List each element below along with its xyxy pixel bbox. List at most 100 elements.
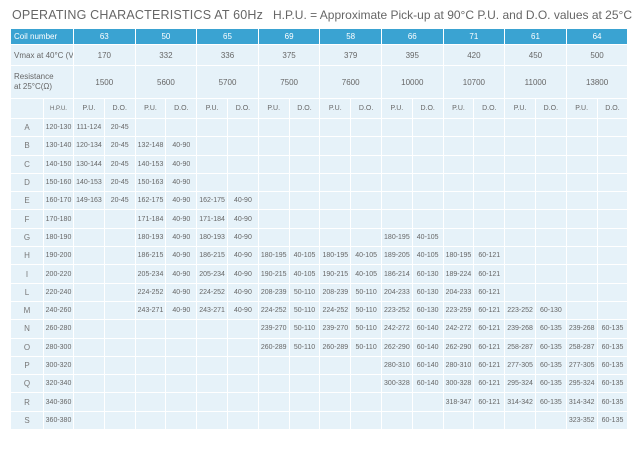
pu-cell: 239-270 — [319, 319, 352, 339]
pu-cell — [565, 246, 598, 266]
do-cell: 40-90 — [227, 227, 259, 248]
do-cell: 50-110 — [288, 300, 321, 321]
pu-cell: 314-342 — [504, 392, 536, 412]
do-cell: 60-130 — [411, 300, 444, 321]
resistance-cell: 10700 — [442, 65, 506, 99]
do-cell: 60-121 — [473, 300, 506, 321]
pu-cell — [73, 374, 105, 394]
coil-number-cell: 71 — [442, 28, 506, 45]
table-row: H 190-200 186-215 40-90 186-215 40-90 180-195 4… — [10, 246, 629, 266]
do-cell: 60-121 — [473, 374, 506, 394]
row-label: B — [10, 136, 44, 156]
pu-cell: 190-215 — [319, 264, 352, 284]
table-row: Q 320-340 300-328 60-140 300-328 60-121 295-32… — [10, 374, 629, 394]
do-cell — [534, 264, 567, 284]
row-label: S — [10, 410, 44, 431]
pu-cell: 180-195 — [442, 246, 475, 266]
table-row: R 340-360 318-347 60-121 314-342 60-135 314-34… — [10, 392, 629, 412]
pu-cell: 189-205 — [380, 246, 413, 266]
pu-cell — [73, 246, 105, 266]
pu-cell — [380, 136, 413, 156]
row-label: Q — [10, 374, 44, 394]
pu-cell — [504, 264, 536, 284]
pu-cell — [442, 227, 475, 248]
pu-cell: 295-324 — [565, 374, 598, 394]
pu-cell: 180-193 — [134, 227, 167, 248]
do-cell: 40-105 — [288, 246, 321, 266]
do-cell — [596, 282, 629, 302]
row-label: C — [10, 154, 44, 174]
do-cell: 40-105 — [411, 246, 444, 266]
pu-cell: 258-287 — [565, 337, 598, 357]
pu-cell: 149-163 — [73, 191, 105, 211]
pu-cell: 243-271 — [196, 300, 228, 321]
pu-cell — [134, 374, 167, 394]
resistance-cell: 7500 — [257, 65, 321, 99]
pu-cell: 260-289 — [257, 337, 290, 357]
do-cell — [103, 355, 136, 376]
do-cell — [350, 117, 382, 138]
pu-cell — [380, 117, 413, 138]
pu-header: P.U. — [442, 98, 475, 119]
pu-cell — [73, 209, 105, 229]
do-cell: 60-130 — [411, 282, 444, 302]
hpu-cell: 320-340 — [42, 374, 75, 394]
pu-cell — [196, 392, 228, 412]
pu-cell: 262-290 — [380, 337, 413, 357]
vmax-cell: 450 — [504, 44, 567, 66]
table-row: F 170-180 171-184 40-90 171-184 40-90 — [10, 209, 629, 229]
pu-cell — [380, 209, 413, 229]
hpu-cell: 280-300 — [42, 337, 75, 357]
pu-cell: 180-193 — [196, 227, 228, 248]
do-cell — [473, 410, 506, 431]
do-cell — [227, 117, 259, 138]
do-cell: 20-45 — [103, 191, 136, 211]
pu-cell — [134, 117, 167, 138]
row-label: M — [10, 300, 44, 321]
hpu-header: H.P.U. — [42, 98, 75, 119]
do-cell: 60-135 — [596, 337, 629, 357]
do-cell: 60-140 — [411, 355, 444, 376]
pu-cell — [319, 392, 352, 412]
do-cell: 60-130 — [534, 300, 567, 321]
coil-number-cell: 63 — [73, 28, 136, 45]
hpu-cell: 300-320 — [42, 355, 75, 376]
coil-number-cell: 64 — [565, 28, 629, 45]
do-header: D.O. — [288, 98, 321, 119]
hpu-cell: 240-260 — [42, 300, 75, 321]
resistance-cell: 5700 — [196, 65, 259, 99]
pu-cell: 205-234 — [196, 264, 228, 284]
pu-cell — [257, 117, 290, 138]
do-cell — [534, 191, 567, 211]
pu-cell — [380, 392, 413, 412]
do-header: D.O. — [596, 98, 629, 119]
pu-cell — [73, 355, 105, 376]
pu-cell — [565, 172, 598, 193]
coil-number-cell: 69 — [257, 28, 321, 45]
do-cell: 60-135 — [596, 392, 629, 412]
do-header: D.O. — [534, 98, 567, 119]
do-cell — [227, 136, 259, 156]
pu-cell — [442, 410, 475, 431]
pu-cell — [257, 374, 290, 394]
pu-cell: 223-259 — [442, 300, 475, 321]
resistance-label-line2: at 25°C(Ω) — [14, 82, 53, 91]
do-cell: 60-140 — [411, 374, 444, 394]
coil-number-label: Coil number — [9, 28, 75, 45]
do-cell: 60-140 — [411, 319, 444, 339]
pu-cell — [257, 227, 290, 248]
pu-cell — [196, 319, 228, 339]
do-cell — [165, 337, 198, 357]
pu-cell — [73, 300, 105, 321]
do-cell: 40-105 — [411, 227, 444, 248]
pu-cell — [565, 117, 598, 138]
pu-cell — [565, 282, 598, 302]
hpu-cell: 170-180 — [42, 209, 75, 229]
row-label: F — [10, 209, 44, 229]
vmax-cell: 500 — [565, 44, 629, 66]
resistance-cell: 1500 — [73, 65, 136, 99]
do-cell: 60-121 — [473, 282, 506, 302]
do-cell: 50-110 — [350, 337, 382, 357]
pu-cell — [257, 172, 290, 193]
pu-cell: 314-342 — [565, 392, 598, 412]
